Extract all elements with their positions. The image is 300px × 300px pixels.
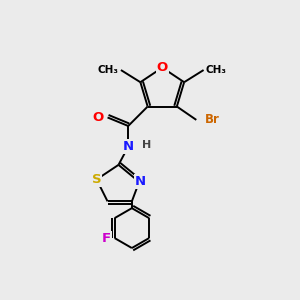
Text: CH₃: CH₃ xyxy=(98,65,119,75)
Text: O: O xyxy=(93,111,104,124)
Text: H: H xyxy=(142,140,151,150)
Text: N: N xyxy=(135,176,146,188)
Text: O: O xyxy=(157,61,168,74)
Text: CH₃: CH₃ xyxy=(206,65,226,75)
Text: F: F xyxy=(102,232,111,244)
Text: Br: Br xyxy=(205,113,220,126)
Text: S: S xyxy=(92,173,101,186)
Text: N: N xyxy=(123,140,134,153)
